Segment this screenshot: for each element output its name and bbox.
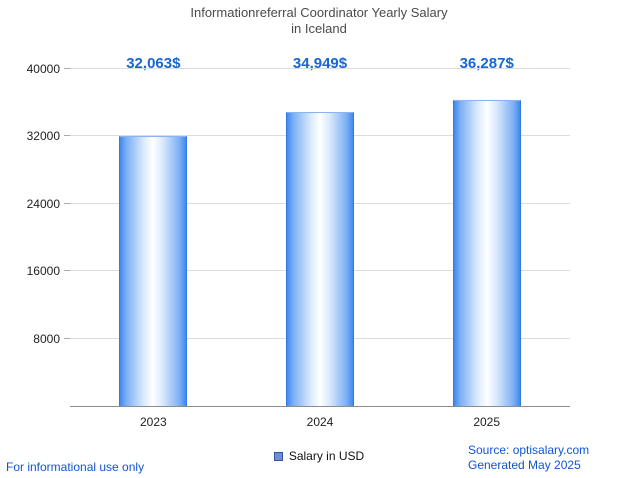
y-axis-tick	[64, 337, 70, 339]
source-link[interactable]: Source: optisalary.com	[468, 443, 590, 457]
chart-title-line2: in Iceland	[291, 21, 347, 36]
generated-date: Generated May 2025	[468, 458, 581, 472]
chart-title-line1: Informationreferral Coordinator Yearly S…	[190, 5, 448, 20]
bar-value-label: 34,949$	[292, 55, 348, 72]
legend-label: Salary in USD	[288, 449, 365, 463]
value-labels-row: 32,063$ 34,949$ 36,287$	[70, 55, 570, 72]
y-axis-tick	[64, 68, 70, 69]
y-tick-label: 32000	[26, 129, 60, 144]
disclaimer-text: For informational use only	[6, 460, 145, 474]
bars-container	[70, 70, 570, 406]
y-tick-label: 40000	[26, 62, 60, 76]
x-tick-label: 2025	[473, 415, 501, 429]
bar-2023	[119, 135, 188, 406]
chart-title: Informationreferral Coordinator Yearly S…	[0, 5, 638, 37]
plot-area	[64, 68, 570, 407]
source-block: Source: optisalary.com Generated May 202…	[468, 443, 589, 473]
bar-2025	[452, 100, 521, 406]
bar-slot	[403, 70, 570, 406]
bar-value-label: 36,287$	[459, 55, 514, 72]
y-tick-label: 16000	[26, 264, 60, 279]
y-axis-tick	[64, 135, 70, 137]
gridline	[70, 68, 570, 69]
bar-slot	[237, 70, 404, 406]
y-tick-label: 8000	[33, 331, 60, 346]
bar-2024	[286, 111, 354, 406]
y-axis-tick	[64, 202, 70, 204]
bar-value-label: 32,063$	[126, 55, 181, 72]
y-axis-tick	[64, 270, 70, 272]
legend: Salary in USD	[0, 449, 638, 463]
bar-slot	[70, 70, 237, 406]
y-tick-label: 24000	[26, 196, 60, 211]
x-axis-labels: 2023 2024 2025	[70, 415, 570, 429]
legend-swatch-icon	[273, 451, 283, 461]
x-tick-label: 2024	[306, 415, 334, 429]
x-tick-label: 2023	[139, 415, 167, 429]
